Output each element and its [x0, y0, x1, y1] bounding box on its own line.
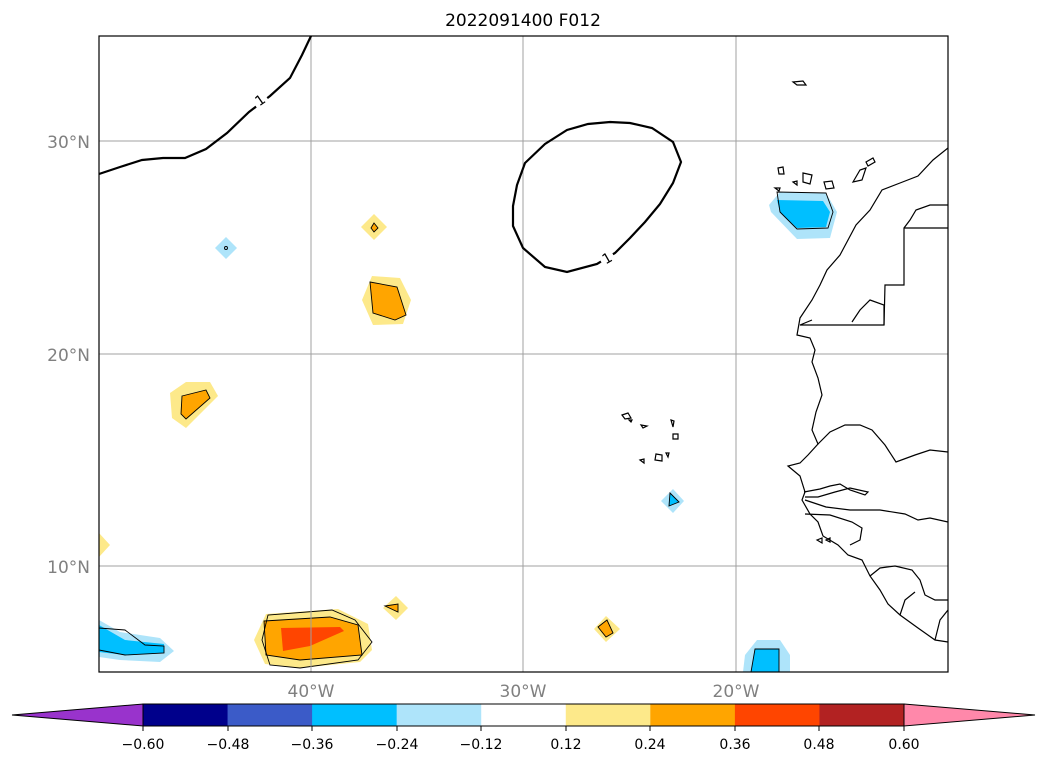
border — [799, 204, 948, 326]
figure-title: 2022091400 F012 — [445, 11, 601, 31]
island — [670, 419, 675, 428]
anomaly-positive-small — [99, 533, 110, 557]
island — [639, 424, 649, 429]
colorbar-tick-label: 0.12 — [550, 737, 581, 753]
island — [851, 167, 867, 183]
colorbar-swatch — [650, 704, 736, 726]
lon-label-20w: 20°W — [713, 682, 760, 702]
border — [899, 591, 916, 616]
colorbar-tick-label: 0.48 — [803, 737, 834, 753]
colorbar-swatch — [227, 704, 313, 726]
island — [823, 180, 835, 190]
thin-contours — [99, 191, 834, 672]
map-frame — [98, 35, 949, 673]
island — [824, 537, 831, 543]
colorbar-tick-label: 0.36 — [719, 737, 750, 753]
contour-line-upper-left — [99, 36, 312, 176]
border — [934, 609, 948, 641]
island — [815, 537, 823, 545]
island — [627, 419, 633, 424]
anomaly-strong-core — [281, 627, 344, 651]
border — [869, 565, 948, 601]
border — [804, 499, 948, 523]
colorbar-swatch — [819, 704, 905, 726]
latitude-labels: 30°N 20°N 10°N — [47, 133, 90, 578]
island — [621, 412, 632, 420]
anomaly-negative-core — [777, 200, 830, 228]
island — [672, 433, 679, 440]
anomaly-negative-core — [751, 649, 779, 672]
lat-label-20n: 20°N — [47, 346, 90, 366]
longitude-labels: 40°W 30°W 20°W — [288, 682, 760, 702]
colorbar-tick-labels: −0.60 −0.48 −0.36 −0.24 −0.12 0.12 0.24 … — [122, 737, 920, 753]
colorbar-swatch — [396, 704, 482, 726]
colorbar-swatch — [143, 704, 229, 726]
anomaly-fills — [99, 192, 837, 672]
colorbar-swatch — [734, 704, 820, 726]
coastline-africa — [786, 147, 948, 643]
border — [803, 483, 870, 498]
island — [777, 166, 785, 175]
island — [791, 80, 808, 86]
colorbar-outline — [142, 703, 905, 727]
colorbar-tick-label: −0.48 — [207, 737, 250, 753]
lon-label-30w: 30°W — [500, 682, 547, 702]
colorbar-tick-label: −0.36 — [291, 737, 334, 753]
colorbar-swatch — [565, 704, 651, 726]
colorbar-swatch — [312, 704, 398, 726]
colorbar-swatches — [143, 704, 905, 726]
anomaly-positive-core — [385, 604, 398, 612]
colorbar-tick-label: 0.60 — [888, 737, 919, 753]
map-panel: 1 1 — [98, 35, 949, 673]
colorbar-swatch — [481, 704, 567, 726]
lat-label-10n: 10°N — [47, 558, 90, 578]
border — [804, 513, 863, 546]
island — [654, 453, 663, 462]
border — [817, 424, 948, 463]
colorbar-extend-low — [11, 703, 144, 727]
lon-label-40w: 40°W — [288, 682, 335, 702]
border — [851, 299, 885, 325]
colorbar-ticks — [142, 726, 905, 731]
contour-labels: 1 1 — [249, 89, 618, 269]
bold-contours — [99, 36, 683, 274]
island — [773, 187, 781, 192]
anomaly-negative-small — [215, 237, 237, 259]
colorbar: −0.60 −0.48 −0.36 −0.24 −0.12 0.12 0.24 … — [11, 703, 1036, 753]
colorbar-tick-label: −0.60 — [122, 737, 165, 753]
gridlines — [99, 36, 948, 672]
island — [665, 452, 670, 459]
colorbar-tick-label: 0.24 — [634, 737, 665, 753]
colorbar-tick-label: −0.24 — [376, 737, 419, 753]
anomaly-positive-core — [181, 390, 210, 419]
colorbar-extend-high — [903, 703, 1036, 727]
anomaly-positive-core — [370, 282, 406, 320]
colorbar-tick-label: −0.12 — [460, 737, 503, 753]
island — [638, 458, 645, 465]
coastlines — [621, 80, 948, 643]
island — [802, 172, 813, 185]
contour-line-closed-ring — [511, 120, 683, 274]
island — [865, 157, 876, 167]
lat-label-30n: 30°N — [47, 133, 90, 153]
anomaly-negative-core — [99, 625, 164, 655]
island — [791, 180, 798, 187]
